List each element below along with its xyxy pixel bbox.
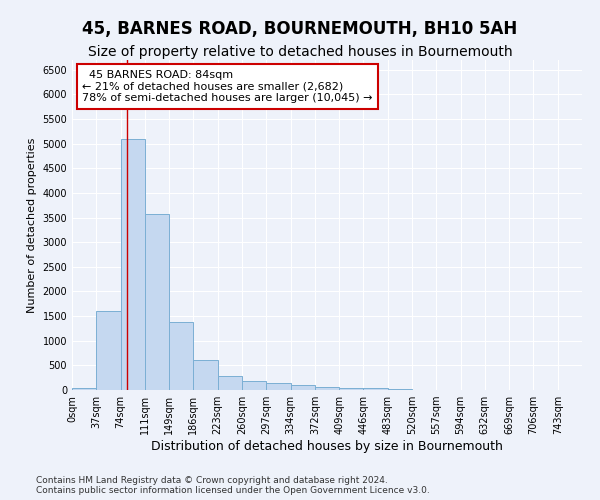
Bar	[388, 388, 412, 390]
Bar	[96, 311, 121, 390]
Bar	[121, 139, 145, 390]
Bar	[315, 387, 339, 390]
Bar	[218, 376, 242, 390]
Bar	[266, 383, 290, 390]
Bar	[364, 388, 388, 390]
Bar	[72, 388, 96, 390]
X-axis label: Distribution of detached houses by size in Bournemouth: Distribution of detached houses by size …	[151, 440, 503, 453]
Text: Size of property relative to detached houses in Bournemouth: Size of property relative to detached ho…	[88, 45, 512, 59]
Y-axis label: Number of detached properties: Number of detached properties	[27, 138, 37, 312]
Text: Contains public sector information licensed under the Open Government Licence v3: Contains public sector information licen…	[36, 486, 430, 495]
Bar	[242, 380, 266, 390]
Bar	[290, 386, 315, 390]
Text: 45 BARNES ROAD: 84sqm
← 21% of detached houses are smaller (2,682)
78% of semi-d: 45 BARNES ROAD: 84sqm ← 21% of detached …	[82, 70, 373, 103]
Bar	[169, 322, 193, 390]
Text: Contains HM Land Registry data © Crown copyright and database right 2024.: Contains HM Land Registry data © Crown c…	[36, 476, 388, 485]
Bar	[339, 388, 364, 390]
Text: 45, BARNES ROAD, BOURNEMOUTH, BH10 5AH: 45, BARNES ROAD, BOURNEMOUTH, BH10 5AH	[82, 20, 518, 38]
Bar	[193, 360, 218, 390]
Bar	[145, 214, 169, 390]
